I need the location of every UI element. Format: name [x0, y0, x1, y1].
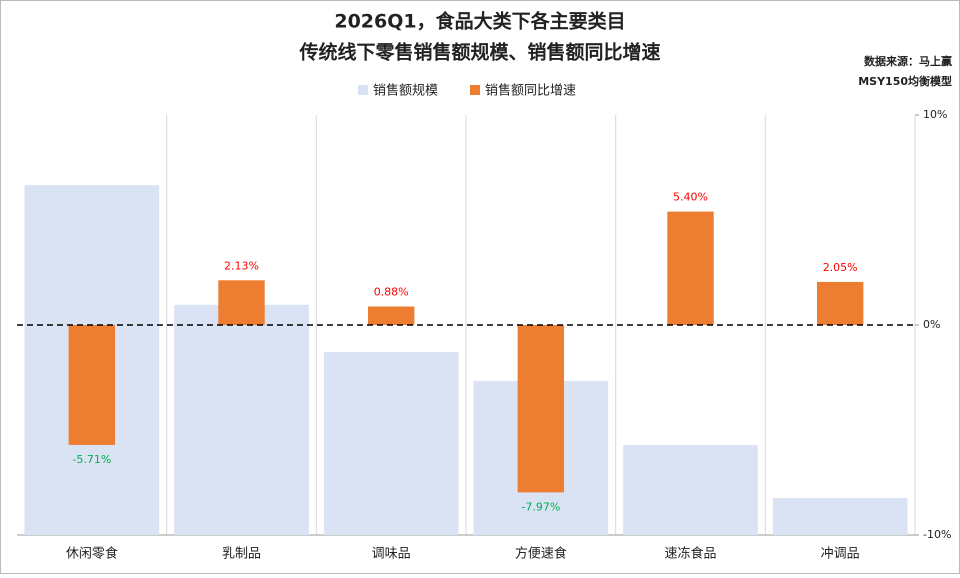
legend-label: 销售额规模 [373, 83, 438, 99]
x-tick-label: 休闲零食 [66, 546, 118, 562]
legend-label: 销售额同比增速 [485, 83, 576, 99]
legend-swatch [358, 85, 368, 95]
x-tick-label: 乳制品 [222, 547, 261, 562]
y2-tick-label: 10% [923, 108, 947, 121]
bar [623, 445, 758, 535]
data-label: 5.40% [673, 191, 708, 204]
data-label: -5.71% [72, 453, 111, 466]
bar [68, 325, 116, 445]
bar [323, 351, 459, 535]
chart-title: 传统线下零售销售额规模、销售额同比增速 [298, 41, 660, 64]
y2-tick-label: -10% [923, 528, 951, 541]
source-note: 数据来源：马上赢 [864, 54, 952, 68]
data-label: 2.13% [224, 259, 259, 272]
data-label: 0.88% [374, 286, 409, 299]
bar [517, 325, 565, 493]
bar [772, 498, 908, 535]
data-label: 2.05% [823, 261, 858, 274]
bar [816, 281, 864, 325]
data-label: -7.97% [521, 500, 560, 513]
source-note: MSY150均衡模型 [858, 74, 952, 88]
bar [174, 304, 309, 535]
legend-swatch [470, 85, 480, 95]
x-tick-label: 调味品 [372, 547, 411, 562]
x-tick-label: 速冻食品 [664, 546, 716, 562]
x-tick-label: 方便速食 [515, 546, 567, 562]
y2-tick-label: 0% [923, 318, 940, 331]
bar [667, 211, 714, 325]
bar [218, 280, 265, 325]
chart-title: 2026Q1，食品大类下各主要类目 [334, 10, 625, 33]
bar [367, 306, 415, 325]
x-tick-label: 冲调品 [821, 547, 860, 562]
